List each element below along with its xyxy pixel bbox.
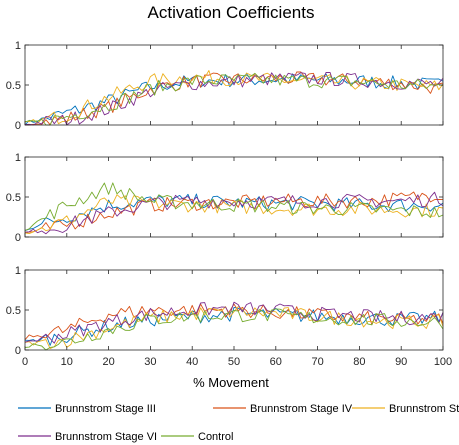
legend-label-5: Control (198, 431, 233, 443)
y-tick-label-1-3: 1 (15, 40, 21, 52)
panel-3: 00.51 (6, 265, 444, 357)
legend-label-1: Brunnstrom Stage III (55, 403, 156, 415)
series-line-1-5 (24, 72, 444, 126)
series-line-3-4 (24, 301, 444, 344)
series-line-3-5 (24, 308, 444, 351)
series-line-2-4 (24, 191, 444, 235)
legend-label-2: Brunnstrom Stage IV (250, 403, 353, 415)
x-tick-label-4: 30 (144, 356, 156, 368)
x-tick-label-11: 100 (434, 356, 452, 368)
x-tick-label-6: 50 (228, 356, 240, 368)
y-tick-label-3-1: 0 (15, 345, 21, 357)
legend: Brunnstrom Stage III Brunnstrom Stage IV B… (18, 403, 459, 443)
axes-box-2 (24, 156, 444, 238)
y-tick-label-2-1: 0 (15, 232, 21, 244)
x-tick-label-8: 70 (311, 356, 323, 368)
series-line-2-3 (24, 194, 444, 235)
axes-box-3 (24, 269, 444, 351)
x-axis-label: % Movement (193, 375, 269, 390)
series-line-2-5 (24, 182, 444, 231)
legend-item-1: Brunnstrom Stage III (18, 403, 156, 415)
legend-label-4: Brunnstrom Stage VI (55, 431, 157, 443)
x-tick-label-7: 60 (270, 356, 282, 368)
x-tick-label-1: 0 (22, 356, 28, 368)
y-tick-label-1-2: 0.5 (6, 80, 21, 92)
x-tick-label-10: 90 (395, 356, 407, 368)
legend-item-3: Brunnstrom Stage (352, 403, 459, 415)
legend-label-3: Brunnstrom Stage (389, 403, 459, 415)
x-tick-label-3: 20 (102, 356, 114, 368)
x-tick-label-2: 10 (61, 356, 73, 368)
chart-title: Activation Coefficients (148, 3, 315, 22)
panel-2: 00.51 (6, 152, 444, 244)
y-tick-label-1-1: 0 (15, 120, 21, 132)
series-line-2-2 (24, 191, 444, 234)
series-line-3-3 (24, 306, 444, 350)
legend-item-4: Brunnstrom Stage VI (18, 431, 157, 443)
panel-1: 00.51 (6, 40, 444, 132)
y-tick-label-2-2: 0.5 (6, 192, 21, 204)
legend-item-5: Control (161, 431, 233, 443)
legend-item-2: Brunnstrom Stage IV (213, 403, 353, 415)
y-tick-label-3-2: 0.5 (6, 305, 21, 317)
y-tick-label-2-3: 1 (15, 152, 21, 164)
y-tick-label-3-3: 1 (15, 265, 21, 277)
series-line-2-1 (24, 193, 444, 232)
x-tick-label-9: 80 (353, 356, 365, 368)
x-tick-label-5: 40 (186, 356, 198, 368)
series-line-3-1 (24, 306, 444, 346)
series-line-1-4 (24, 72, 444, 126)
